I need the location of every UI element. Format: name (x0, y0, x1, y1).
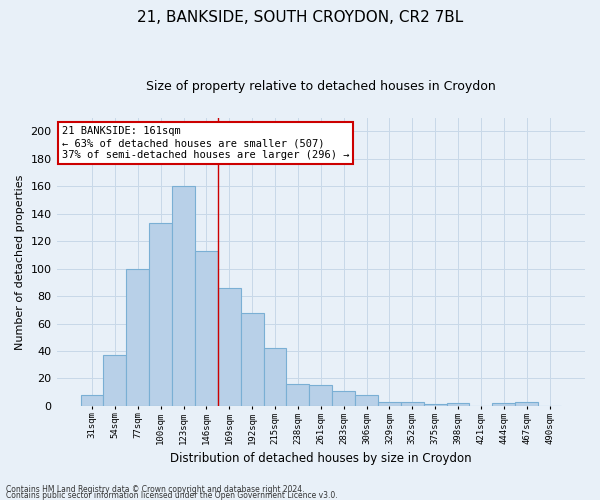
Bar (149, 224, 172, 406)
Bar (195, 251, 218, 406)
Y-axis label: Number of detached properties: Number of detached properties (15, 174, 25, 350)
Bar (401, 402, 424, 406)
Bar (378, 402, 401, 406)
Bar (172, 186, 195, 406)
Text: 21, BANKSIDE, SOUTH CROYDON, CR2 7BL: 21, BANKSIDE, SOUTH CROYDON, CR2 7BL (137, 10, 463, 25)
Bar (286, 384, 310, 406)
Bar (493, 403, 515, 406)
Bar (127, 268, 149, 406)
Bar (241, 312, 263, 406)
Bar (332, 391, 355, 406)
Title: Size of property relative to detached houses in Croydon: Size of property relative to detached ho… (146, 80, 496, 93)
Bar (310, 386, 332, 406)
Bar (515, 402, 538, 406)
Text: Contains public sector information licensed under the Open Government Licence v3: Contains public sector information licen… (6, 491, 338, 500)
Bar (424, 404, 446, 406)
Text: Contains HM Land Registry data © Crown copyright and database right 2024.: Contains HM Land Registry data © Crown c… (6, 485, 305, 494)
Bar (263, 348, 286, 406)
Bar (355, 395, 378, 406)
X-axis label: Distribution of detached houses by size in Croydon: Distribution of detached houses by size … (170, 452, 472, 465)
Text: 21 BANKSIDE: 161sqm
← 63% of detached houses are smaller (507)
37% of semi-detac: 21 BANKSIDE: 161sqm ← 63% of detached ho… (62, 126, 349, 160)
Bar (446, 403, 469, 406)
Bar (218, 288, 241, 406)
Bar (80, 395, 103, 406)
Bar (103, 355, 127, 406)
